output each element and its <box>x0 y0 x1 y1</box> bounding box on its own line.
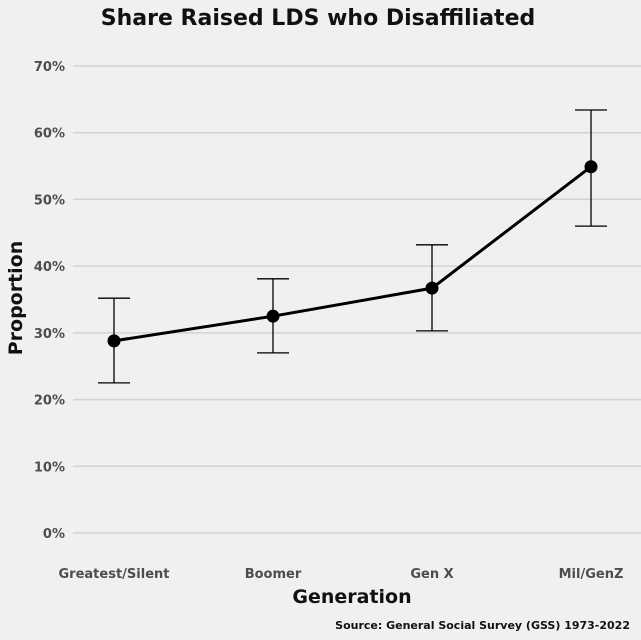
x-tick-label: Boomer <box>245 567 302 582</box>
data-point <box>425 281 439 295</box>
y-tick-label: 60% <box>34 127 65 142</box>
data-point <box>107 334 121 348</box>
x-axis-label: Generation <box>292 586 411 608</box>
series-line <box>113 165 592 343</box>
y-tick-label: 70% <box>34 60 65 75</box>
x-tick-label: Gen X <box>410 567 453 582</box>
source-caption: Source: General Social Survey (GSS) 1973… <box>335 619 630 632</box>
x-tick-label: Mil/GenZ <box>559 567 624 582</box>
y-axis-label: Proportion <box>5 241 27 356</box>
y-tick-label: 20% <box>34 394 65 409</box>
y-tick-label: 10% <box>34 460 65 475</box>
data-point <box>266 309 280 323</box>
y-tick-label: 40% <box>34 260 65 275</box>
x-tick-label: Greatest/Silent <box>59 567 170 582</box>
chart-title: Share Raised LDS who Disaffiliated <box>101 6 535 31</box>
y-tick-label: 50% <box>34 193 65 208</box>
data-point <box>584 160 598 174</box>
y-tick-label: 30% <box>34 327 65 342</box>
y-tick-label: 0% <box>43 527 65 542</box>
